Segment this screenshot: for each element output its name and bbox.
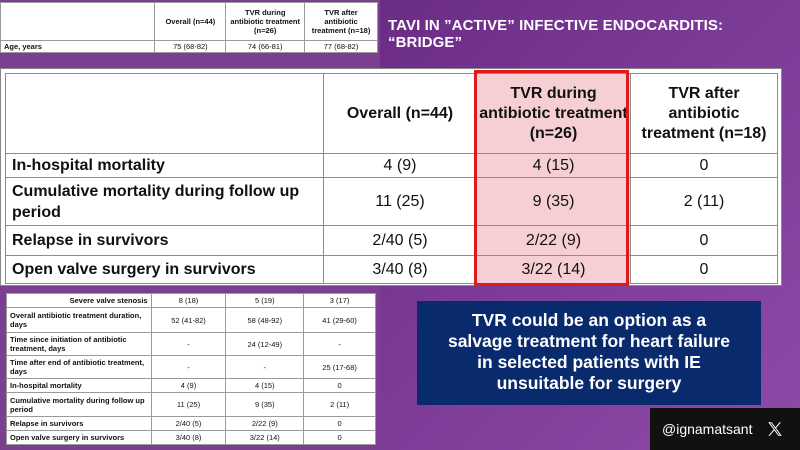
top-header-overall: Overall (n=44) (154, 2, 227, 41)
main-row-overall: 2/40 (5) (323, 225, 477, 256)
main-row-label: Cumulative mortality during follow up pe… (5, 177, 324, 226)
main-row-after: 0 (630, 255, 778, 284)
top-row-after: 77 (68-82) (304, 40, 378, 53)
main-row-after: 0 (630, 225, 778, 256)
main-row-overall: 11 (25) (323, 177, 477, 226)
bottom-row-during: 24 (12-49) (225, 332, 305, 356)
main-row-overall: 3/40 (8) (323, 255, 477, 284)
top-table-header-row: Overall (n=44) TVR during antibiotic tre… (0, 2, 378, 41)
top-row-overall: 75 (68-82) (154, 40, 227, 53)
main-row: Relapse in survivors 2/40 (5) 2/22 (9) 0 (5, 225, 778, 256)
bottom-row: Open valve surgery in survivors 3/40 (8)… (6, 430, 376, 445)
bottom-row-label: Time after end of antibiotic treatment, … (6, 355, 152, 379)
bottom-row-during: 58 (48-92) (225, 307, 305, 333)
bottom-row-after: 0 (303, 416, 376, 431)
bottom-row-during: - (225, 355, 305, 379)
main-row-during: 9 (35) (476, 177, 631, 226)
main-row: Cumulative mortality during follow up pe… (5, 177, 778, 226)
main-row-during: 3/22 (14) (476, 255, 631, 284)
bottom-row-during: 9 (35) (225, 392, 305, 417)
callout-line: salvage treatment for heart failure (447, 331, 731, 351)
bottom-row-overall: - (150, 355, 227, 379)
top-row-label: Age, years (0, 40, 156, 53)
bottom-row-after: 2 (11) (303, 392, 376, 417)
slide-title: TAVI IN ”ACTIVE” INFECTIVE ENDOCARDITIS:… (388, 17, 724, 51)
main-row: In-hospital mortality 4 (9) 4 (15) 0 (5, 153, 778, 178)
bottom-row: In-hospital mortality 4 (9) 4 (15) 0 (6, 378, 376, 393)
author-handle[interactable]: @ignamatsant (650, 408, 800, 450)
main-row-label: In-hospital mortality (5, 153, 324, 178)
bottom-row-after: 41 (29-60) (303, 307, 376, 333)
bottom-row-overall: 2/40 (5) (150, 416, 227, 431)
bottom-row-during: 2/22 (9) (225, 416, 305, 431)
x-logo-icon (768, 422, 783, 436)
bottom-row-overall: 3/40 (8) (150, 430, 227, 445)
main-row-overall: 4 (9) (323, 153, 477, 178)
top-header-after: TVR after antibiotic treatment (n=18) (304, 2, 378, 41)
main-header-during: TVR during antibiotic treatment (n=26) (476, 73, 631, 154)
top-header-blank (0, 2, 156, 41)
main-row-after: 0 (630, 153, 778, 178)
bottom-row-overall: 8 (18) (150, 293, 227, 308)
callout-line: TVR could be an option as a (471, 310, 707, 330)
bottom-row-overall: - (150, 332, 227, 356)
top-row-during: 74 (66-81) (225, 40, 306, 53)
main-header-after: TVR after antibiotic treatment (n=18) (630, 73, 778, 154)
top-background-table: Overall (n=44) TVR during antibiotic tre… (0, 2, 378, 53)
bottom-row-label: Severe valve stenosis (6, 293, 152, 308)
bottom-row: Overall antibiotic treatment duration, d… (6, 307, 376, 333)
bottom-row-after: 0 (303, 378, 376, 393)
bottom-row-overall: 4 (9) (150, 378, 227, 393)
bottom-row-label: Cumulative mortality during follow up pe… (6, 392, 152, 417)
bottom-row: Relapse in survivors 2/40 (5) 2/22 (9) 0 (6, 416, 376, 431)
bottom-row-after: 0 (303, 430, 376, 445)
main-header-row: Overall (n=44) TVR during antibiotic tre… (5, 73, 778, 154)
highlight-box (474, 70, 629, 286)
bottom-row: Cumulative mortality during follow up pe… (6, 392, 376, 417)
bottom-background-table: Severe valve stenosis 8 (18) 5 (19) 3 (1… (6, 293, 376, 445)
bottom-row-overall: 11 (25) (150, 392, 227, 417)
main-row-after: 2 (11) (630, 177, 778, 226)
bottom-row-during: 5 (19) (225, 293, 305, 308)
main-table: Overall (n=44) TVR during antibiotic tre… (5, 73, 778, 284)
bottom-row-label: Relapse in survivors (6, 416, 152, 431)
top-table-row: Age, years 75 (68-82) 74 (66-81) 77 (68-… (0, 40, 378, 53)
bottom-row-after: - (303, 332, 376, 356)
callout-line: unsuitable for surgery (496, 373, 682, 393)
bottom-row-after: 25 (17-68) (303, 355, 376, 379)
callout-box: TVR could be an option as a salvage trea… (417, 301, 761, 405)
main-row-during: 4 (15) (476, 153, 631, 178)
top-header-during: TVR during antibiotic treatment (n=26) (225, 2, 306, 41)
bottom-row-label: Time since initiation of antibiotic trea… (6, 332, 152, 356)
main-row-during: 2/22 (9) (476, 225, 631, 256)
bottom-row-during: 4 (15) (225, 378, 305, 393)
main-row: Open valve surgery in survivors 3/40 (8)… (5, 255, 778, 284)
handle-text: @ignamatsant (662, 421, 753, 437)
bottom-row: Time after end of antibiotic treatment, … (6, 355, 376, 379)
main-header-overall: Overall (n=44) (323, 73, 477, 154)
bottom-row-after: 3 (17) (303, 293, 376, 308)
bottom-row-during: 3/22 (14) (225, 430, 305, 445)
callout-line: in selected patients with IE (477, 352, 701, 372)
main-table-panel: Overall (n=44) TVR during antibiotic tre… (0, 68, 782, 286)
main-row-label: Relapse in survivors (5, 225, 324, 256)
bottom-row-label: Overall antibiotic treatment duration, d… (6, 307, 152, 333)
bottom-row-label: In-hospital mortality (6, 378, 152, 393)
bottom-row-label: Open valve surgery in survivors (6, 430, 152, 445)
bottom-row-overall: 52 (41-82) (150, 307, 227, 333)
bottom-row: Time since initiation of antibiotic trea… (6, 332, 376, 356)
main-row-label: Open valve surgery in survivors (5, 255, 324, 284)
bottom-row: Severe valve stenosis 8 (18) 5 (19) 3 (1… (6, 293, 376, 308)
main-header-blank (5, 73, 324, 154)
